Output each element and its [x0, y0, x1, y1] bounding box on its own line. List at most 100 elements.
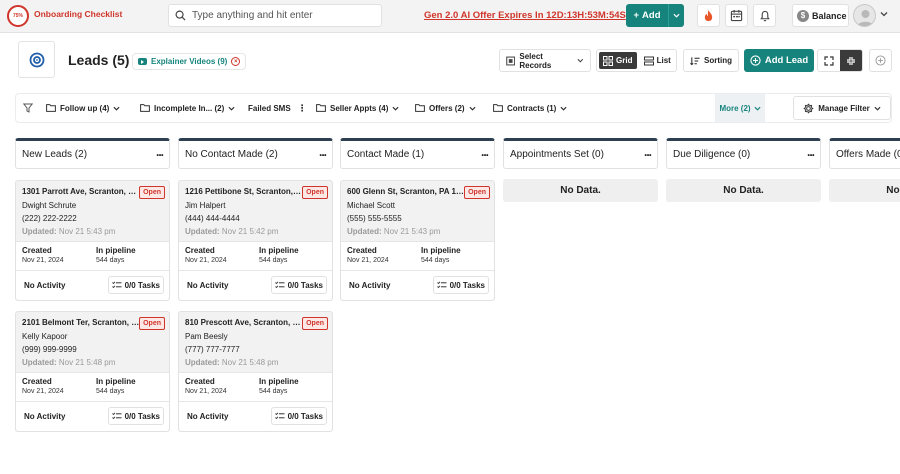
filter-incomplete[interactable]: Incomplete In... (2) — [140, 94, 235, 122]
more-horizontal-icon[interactable]: ... — [480, 144, 489, 159]
lead-card[interactable]: 600 Glenn St, Scranton, PA 18... Open Mi… — [340, 180, 495, 301]
kanban-column-clip: Offers Made (0) ... No Data. — [829, 138, 900, 218]
more-horizontal-icon[interactable]: ... — [155, 144, 164, 159]
add-button-main[interactable]: + Add — [626, 4, 668, 27]
folder-icon — [140, 104, 150, 112]
expand-icon — [824, 55, 834, 66]
activity-status: No Activity — [349, 281, 391, 290]
select-records-button[interactable]: Select Records — [499, 49, 591, 72]
lead-address[interactable]: 810 Prescott Ave, Scranton, PA... — [185, 318, 303, 327]
bell-icon — [759, 10, 770, 22]
filter-follow-up[interactable]: Follow up (4) — [46, 94, 120, 122]
created-label: Created — [185, 377, 215, 386]
tasks-icon — [111, 412, 122, 419]
expand-button[interactable] — [818, 50, 840, 71]
calendar-button[interactable] — [725, 4, 748, 27]
more-horizontal-icon[interactable]: ... — [806, 144, 815, 159]
lead-card[interactable]: 1301 Parrott Ave, Scranton, PA... Open D… — [15, 180, 170, 301]
onboarding-progress-ring[interactable]: 75% — [7, 5, 29, 27]
chevron-down-icon[interactable] — [880, 11, 888, 17]
tasks-button[interactable]: 0/0 Tasks — [270, 276, 327, 294]
kanban-column-contact-made: Contact Made (1) ... 600 Glenn St, Scran… — [340, 138, 495, 301]
add-column-button[interactable] — [869, 49, 892, 72]
collapse-button[interactable] — [840, 50, 862, 71]
add-button[interactable]: + Add — [626, 4, 684, 27]
progress-percent: 75% — [12, 13, 23, 19]
view-toggle[interactable]: Grid List — [596, 49, 677, 72]
status-badge: Open — [464, 186, 490, 199]
tasks-button[interactable]: 0/0 Tasks — [107, 407, 164, 425]
lead-phone[interactable]: (444) 444-4444 — [185, 214, 240, 223]
avatar[interactable] — [853, 4, 876, 27]
lead-card[interactable]: 2101 Belmont Ter, Scranton, P... Open Ke… — [15, 311, 170, 432]
folder-icon — [316, 104, 326, 112]
tasks-button[interactable]: 0/0 Tasks — [107, 276, 164, 294]
ai-offer-link[interactable]: Gen 2.0 AI Offer Expires In 12D:13H:53M:… — [424, 10, 626, 21]
lead-phone[interactable]: (222) 222-2222 — [22, 214, 77, 223]
more-vertical-icon: ⋮ — [297, 102, 307, 113]
lead-address[interactable]: 600 Glenn St, Scranton, PA 18... — [347, 187, 465, 196]
grid-label: Grid — [616, 56, 633, 65]
more-filters-button[interactable]: More (2) — [715, 94, 765, 122]
more-horizontal-icon[interactable]: ... — [643, 144, 652, 159]
lead-address[interactable]: 2101 Belmont Ter, Scranton, P... — [22, 318, 140, 327]
updated-value: Nov 21 5:42 pm — [221, 227, 279, 236]
lead-phone[interactable]: (999) 999-9999 — [22, 345, 77, 354]
column-header: New Leads (2) ... — [15, 138, 170, 169]
card-size-toggle[interactable] — [817, 49, 863, 72]
search-box[interactable] — [168, 4, 382, 27]
lead-address[interactable]: 1216 Pettibone St, Scranton, P... — [185, 187, 303, 196]
grid-icon — [603, 55, 614, 66]
lead-phone[interactable]: (555) 555-5555 — [347, 214, 402, 223]
chevron-down-icon — [228, 106, 235, 111]
column-header: Appointments Set (0) ... — [503, 138, 658, 169]
explainer-label: Explainer Videos (9) — [151, 57, 228, 66]
tasks-label: 0/0 Tasks — [124, 411, 160, 421]
balance-button[interactable]: $ Balance — [792, 4, 849, 27]
updated-prefix: Updated: — [185, 358, 220, 367]
search-input[interactable] — [192, 10, 372, 21]
target-icon — [29, 52, 44, 67]
filter-funnel[interactable] — [23, 94, 33, 122]
manage-filter-button[interactable]: Manage Filter — [793, 96, 891, 120]
column-header: Due Diligence (0) ... — [666, 138, 821, 169]
filter-label: Follow up (4) — [60, 103, 110, 113]
video-icon — [138, 58, 147, 65]
lead-phone[interactable]: (777) 777-7777 — [185, 345, 240, 354]
column-title: Contact Made (1) — [347, 149, 425, 160]
sorting-button[interactable]: Sorting — [683, 49, 739, 72]
hot-leads-button[interactable] — [697, 4, 720, 27]
lead-address[interactable]: 1301 Parrott Ave, Scranton, PA... — [22, 187, 140, 196]
lead-name: Jim Halpert — [185, 201, 226, 210]
list-view-button[interactable]: List — [639, 50, 677, 71]
lead-card[interactable]: 1216 Pettibone St, Scranton, P... Open J… — [178, 180, 333, 301]
onboarding-checklist-link[interactable]: Onboarding Checklist — [34, 9, 123, 19]
top-bar: 75% Onboarding Checklist Gen 2.0 AI Offe… — [0, 0, 900, 33]
pipeline-label: In pipeline — [96, 377, 136, 386]
card-meta: Created Nov 21, 2024 In pipeline 544 day… — [179, 372, 332, 401]
dollar-icon: $ — [797, 9, 809, 22]
add-lead-button[interactable]: Add Lead — [744, 49, 814, 72]
filter-seller-appts[interactable]: Seller Appts (4) — [316, 94, 399, 122]
more-horizontal-icon[interactable]: ... — [318, 144, 327, 159]
card-footer: No Activity 0/0 Tasks — [179, 401, 332, 431]
created-value: Nov 21, 2024 — [347, 257, 389, 264]
filter-contracts[interactable]: Contracts (1) — [493, 94, 567, 122]
chevron-down-icon — [874, 106, 881, 111]
explainer-videos-button[interactable]: Explainer Videos (9) × — [132, 53, 247, 70]
column-title: Offers Made (0) — [836, 149, 900, 160]
notifications-button[interactable] — [753, 4, 776, 27]
filter-failed-sms[interactable]: Failed SMS ⋮ — [248, 94, 307, 122]
filter-label: Incomplete In... (2) — [154, 103, 225, 113]
close-icon[interactable]: × — [231, 57, 241, 66]
folder-icon — [46, 104, 56, 112]
lead-card[interactable]: 810 Prescott Ave, Scranton, PA... Open P… — [178, 311, 333, 432]
tasks-button[interactable]: 0/0 Tasks — [432, 276, 489, 294]
created-value: Nov 21, 2024 — [22, 388, 64, 395]
add-dropdown-toggle[interactable] — [668, 4, 684, 27]
column-header: No Contact Made (2) ... — [178, 138, 333, 169]
grid-view-button[interactable]: Grid — [599, 52, 637, 69]
filter-offers[interactable]: Offers (2) — [415, 94, 476, 122]
pipeline-label: In pipeline — [421, 246, 461, 255]
tasks-button[interactable]: 0/0 Tasks — [270, 407, 327, 425]
